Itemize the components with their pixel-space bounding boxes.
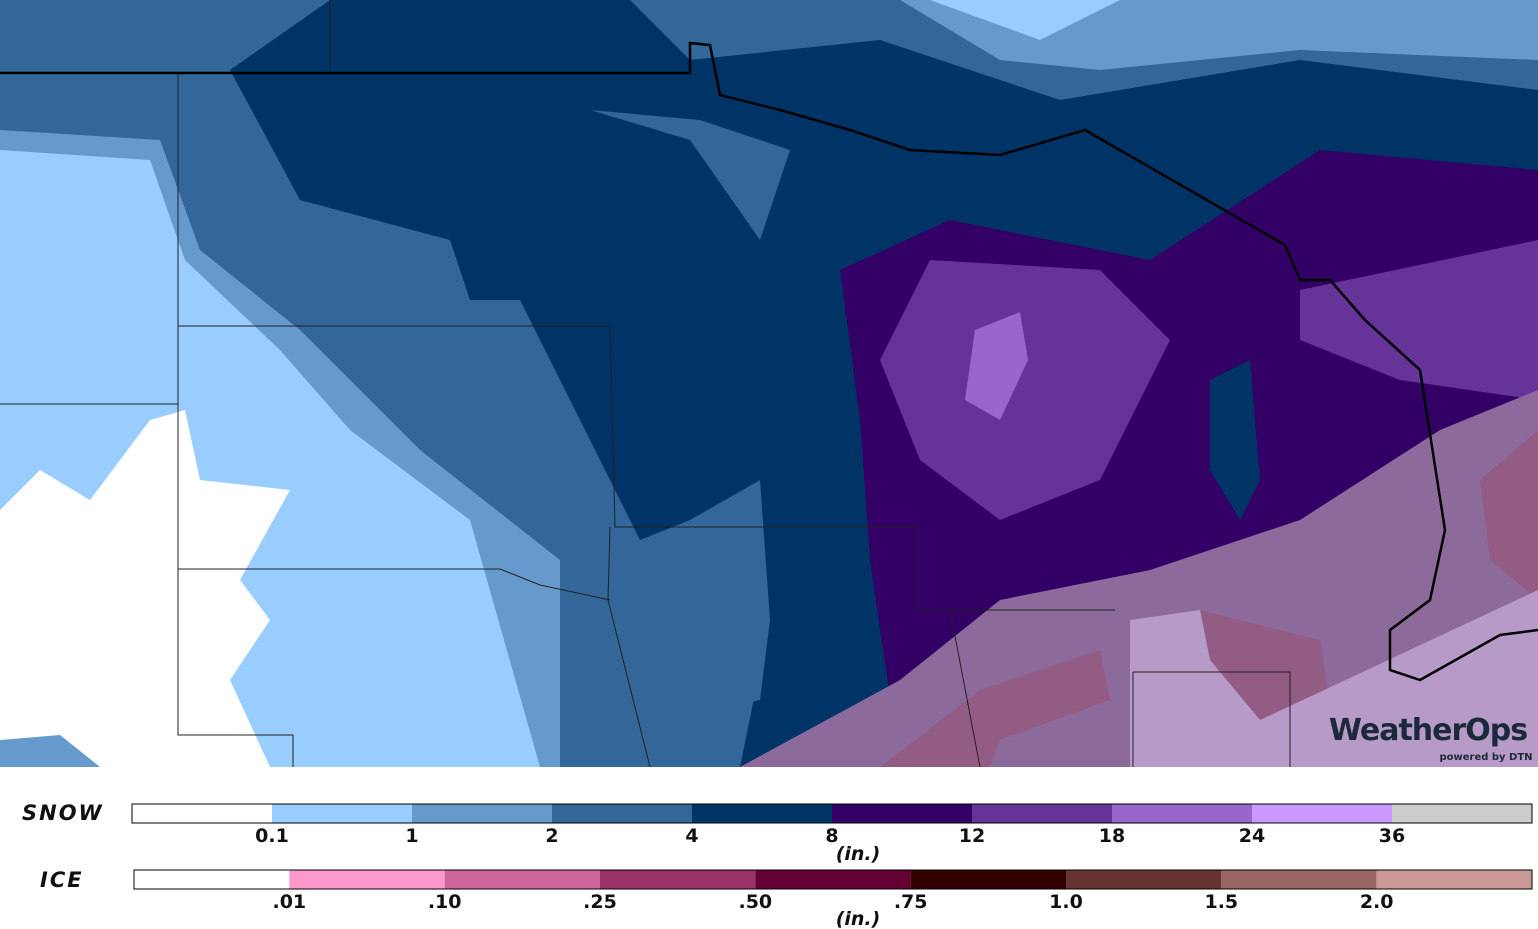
snow-tick-label: 8 [825,825,838,847]
logo-tagline: powered by DTN [1439,752,1532,763]
snow-area [0,735,100,767]
ice-swatch [600,870,756,889]
ice-tick-label: .01 [272,891,306,913]
snow-tick-label: 12 [959,825,985,847]
ice-swatch [134,870,290,889]
state-borders [0,0,1291,768]
snow-tick-label: 0.1 [255,825,289,847]
snow-swatch [1392,804,1532,823]
snow-area [880,240,1538,520]
snow-swatch [1252,804,1392,823]
ice-swatch [444,870,600,889]
snow-swatch [972,804,1112,823]
logo: WeatherOps powered by DTN [1329,713,1533,763]
snow-swatch [272,804,412,823]
snow-swatch [412,804,552,823]
ice-swatch [1376,870,1532,889]
snow-area [930,0,1120,40]
ice-tick-label: 2.0 [1360,891,1394,913]
ice-area [740,390,1538,767]
map [0,0,1538,768]
ice-area [1130,590,1538,767]
snow-unit: (in.) [836,843,881,865]
ice-tick-label: 1.5 [1204,891,1238,913]
legend-panel [0,767,1538,929]
ice-tick-label: .10 [428,891,462,913]
snow-tick-label: 1 [405,825,418,847]
ice-unit: (in.) [836,908,881,929]
snow-swatch [692,804,832,823]
snow-legend-title: SNOW [22,801,104,825]
snow-area [590,110,790,720]
country-border [0,41,1538,682]
ice-bar-frame [133,869,1533,890]
snow-tick-label: 36 [1379,825,1405,847]
logo-brand: WeatherOps [1329,713,1527,748]
snow-swatch [1112,804,1252,823]
ice-swatch [910,870,1066,889]
snow-tick-label: 18 [1099,825,1125,847]
ice-swatch [1066,870,1222,889]
ice-swatch [1221,870,1377,889]
snow-swatch [132,804,272,823]
ice-tick-label: .25 [583,891,617,913]
ice-tick-label: .75 [894,891,928,913]
snow-area [965,312,1028,420]
ice-swatch [755,870,911,889]
ice-tick-label: .50 [738,891,772,913]
lake [1210,360,1260,520]
snow-tick-label: 24 [1239,825,1265,847]
no-snow-area [0,410,290,767]
ice-swatch [289,870,445,889]
ice-tick-label: 1.0 [1049,891,1083,913]
snow-tick-label: 2 [545,825,558,847]
ice-legend-title: ICE [40,868,84,892]
ice-area [880,430,1538,767]
snow-bar-frame [131,803,1533,824]
snow-swatch [832,804,972,823]
snow-swatch [552,804,692,823]
snow-tick-label: 4 [685,825,698,847]
